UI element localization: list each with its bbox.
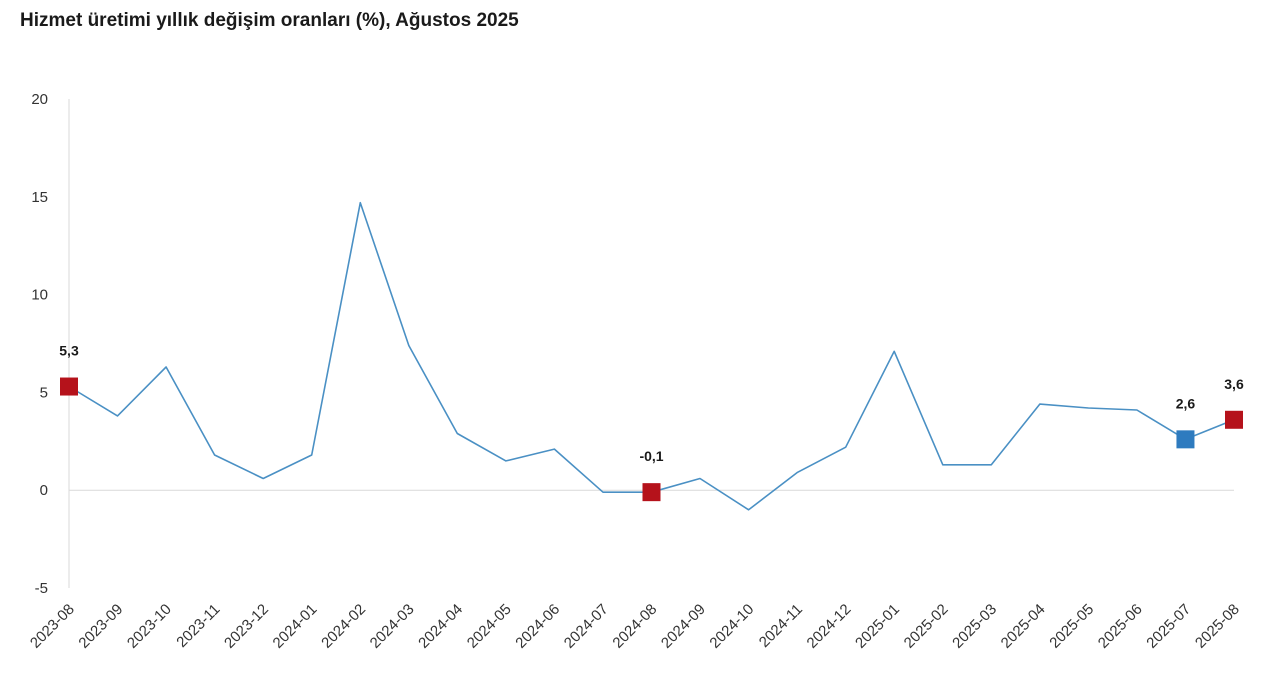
x-tick-label: 2025-02: [901, 601, 952, 652]
x-tick-label: 2024-10: [706, 601, 757, 652]
x-tick-label: 2024-02: [318, 601, 369, 652]
chart-title: Hizmet üretimi yıllık değişim oranları (…: [20, 10, 519, 31]
x-tick-label: 2023-08: [27, 601, 78, 652]
data-labels: 5,3 -0,1 2,6 3,6: [59, 343, 1244, 465]
data-label: 3,6: [1224, 376, 1244, 392]
x-tick-label: 2025-06: [1095, 601, 1146, 652]
x-tick-label: 2024-07: [561, 601, 612, 652]
highlight-marker: [60, 377, 78, 396]
y-tick-label: 0: [40, 482, 48, 499]
data-label: -0,1: [639, 448, 663, 464]
axes: [68, 99, 1234, 588]
highlight-marker: [1225, 410, 1243, 429]
y-tick-label: 10: [31, 287, 48, 304]
y-axis-ticks: -5 0 5 10 15 20: [31, 91, 48, 597]
x-tick-label: 2025-08: [1192, 601, 1243, 652]
y-tick-label: -5: [35, 580, 48, 597]
x-tick-label: 2025-05: [1046, 601, 1097, 652]
x-tick-label: 2024-09: [658, 601, 709, 652]
x-tick-label: 2024-08: [609, 601, 660, 652]
x-tick-label: 2024-12: [804, 601, 855, 652]
x-tick-label: 2024-03: [367, 601, 418, 652]
x-tick-label: 2024-01: [270, 601, 321, 652]
data-label: 2,6: [1176, 395, 1196, 411]
x-tick-label: 2025-04: [998, 601, 1049, 652]
x-tick-label: 2025-03: [949, 601, 1000, 652]
x-tick-label: 2023-09: [75, 601, 126, 652]
x-tick-label: 2023-12: [221, 601, 272, 652]
highlight-markers: [60, 377, 1243, 502]
x-tick-label: 2024-04: [415, 601, 466, 652]
data-label: 5,3: [59, 343, 79, 359]
x-tick-label: 2025-07: [1143, 601, 1194, 652]
x-tick-label: 2023-11: [173, 601, 223, 651]
x-tick-label: 2024-11: [756, 601, 806, 651]
x-tick-label: 2024-06: [512, 601, 563, 652]
y-tick-label: 5: [40, 384, 48, 401]
x-tick-label: 2024-05: [464, 601, 515, 652]
y-tick-label: 15: [31, 189, 48, 206]
x-tick-label: 2023-10: [124, 601, 175, 652]
highlight-marker: [1176, 430, 1195, 449]
x-tick-label: 2025-01: [852, 601, 903, 652]
highlight-marker: [642, 483, 661, 502]
y-tick-label: 20: [31, 91, 48, 108]
x-axis-ticks: 2023-082023-092023-102023-112023-122024-…: [27, 601, 1243, 652]
